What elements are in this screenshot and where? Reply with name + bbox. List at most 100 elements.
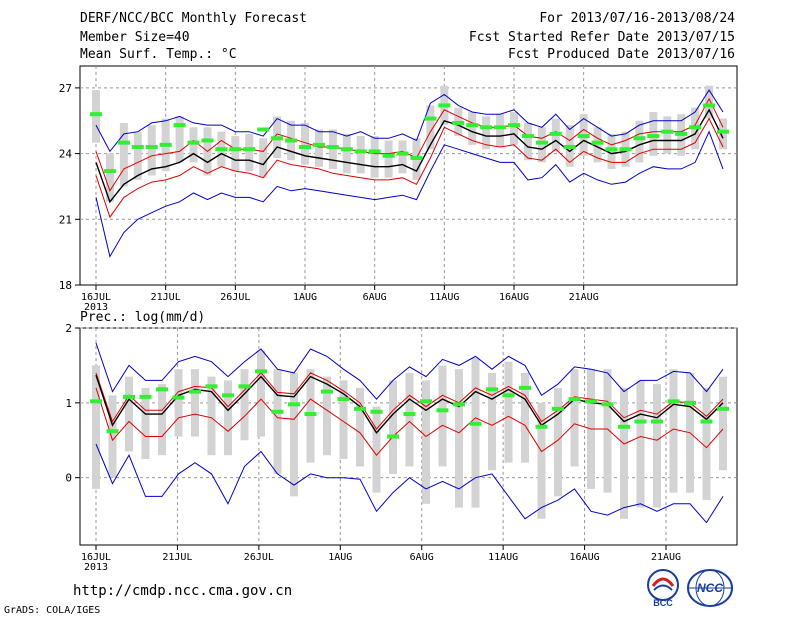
- ensemble-box: [496, 114, 505, 148]
- ensemble-box: [653, 384, 661, 508]
- obs-marker: [90, 112, 102, 117]
- ensemble-box: [438, 365, 447, 467]
- obs-marker: [117, 140, 130, 145]
- bcc-logo-text: BCC: [653, 598, 673, 608]
- plot-frame: [79, 65, 738, 286]
- ensemble-box: [356, 136, 365, 174]
- ensemble-box: [257, 350, 265, 437]
- ensemble-box: [231, 136, 240, 172]
- x-tick-label: 6AUG: [363, 292, 387, 303]
- ensemble-box: [245, 133, 254, 172]
- ensemble-box: [175, 116, 184, 163]
- obs-marker: [563, 145, 576, 150]
- obs-marker: [508, 123, 520, 128]
- x-year-label: 2013: [84, 562, 108, 573]
- ensemble-box: [398, 140, 407, 174]
- x-tick-label: 16AUG: [570, 552, 600, 563]
- x-tick-label: 6AUG: [410, 552, 434, 563]
- y-tick-label: 24: [59, 148, 73, 161]
- ensemble-box: [339, 380, 348, 459]
- x-tick-label: 16AUG: [499, 292, 529, 303]
- ensemble-box: [523, 122, 532, 161]
- ensemble-box: [537, 402, 546, 519]
- obs-marker: [453, 402, 465, 407]
- obs-marker: [215, 147, 228, 152]
- obs-marker: [469, 421, 482, 426]
- x-year-label: 2013: [84, 302, 108, 313]
- y-tick-label: 0: [65, 472, 72, 485]
- obs-marker: [667, 399, 680, 404]
- obs-marker: [156, 387, 168, 392]
- y-tick-label: 21: [59, 213, 72, 226]
- obs-marker: [103, 169, 116, 174]
- ensemble-box: [119, 122, 128, 187]
- obs-marker: [486, 387, 498, 392]
- obs-marker: [243, 147, 256, 152]
- x-tick-label: 11AUG: [429, 292, 459, 303]
- ensemble-box: [405, 372, 414, 467]
- bcc-logo: BCC: [647, 569, 679, 608]
- obs-marker: [661, 129, 674, 134]
- obs-marker: [601, 402, 614, 407]
- obs-marker: [354, 149, 367, 154]
- obs-marker: [173, 123, 186, 128]
- plot-frame: [79, 327, 738, 546]
- series-upper-spread: [95, 97, 724, 192]
- obs-marker: [717, 406, 729, 411]
- obs-marker: [424, 116, 437, 121]
- ensemble-box: [342, 133, 351, 174]
- obs-marker: [647, 134, 660, 139]
- series-ensemble-min: [95, 130, 724, 258]
- obs-marker: [568, 397, 581, 402]
- obs-marker: [420, 399, 432, 404]
- obs-marker: [205, 384, 218, 389]
- ensemble-box: [521, 372, 529, 463]
- ensemble-box: [649, 111, 658, 156]
- ensemble-box: [702, 387, 711, 501]
- ensemble-box: [482, 116, 491, 150]
- temperature-chart: 16JUL 21JUL 26JUL 1AUG 6AUG 11AUG 16AUG 21AUG 20…: [59, 65, 738, 313]
- obs-marker: [90, 399, 102, 404]
- ensemble-box: [323, 376, 331, 456]
- ensemble-box: [372, 406, 381, 493]
- obs-marker: [684, 400, 696, 405]
- x-tick-label: 21JUL: [162, 552, 192, 563]
- ensemble-box: [328, 129, 337, 169]
- ensemble-box: [504, 361, 513, 463]
- obs-marker: [535, 424, 548, 429]
- obs-marker: [159, 142, 172, 147]
- obs-marker: [321, 389, 333, 394]
- ensemble-box: [389, 380, 397, 474]
- series-ensemble-max: [95, 342, 724, 400]
- y-tick-label: 27: [59, 82, 72, 95]
- obs-marker: [494, 125, 507, 130]
- source-url[interactable]: http://cmdp.ncc.cma.gov.cn: [73, 583, 293, 599]
- obs-marker: [271, 136, 284, 141]
- ensemble-box: [147, 125, 156, 176]
- obs-marker: [502, 393, 515, 398]
- x-tick-label: 11AUG: [488, 552, 518, 563]
- obs-marker: [222, 393, 234, 398]
- y-tick-label: 1: [65, 397, 72, 410]
- ensemble-box: [620, 387, 628, 519]
- series-lower-spread: [95, 387, 724, 456]
- obs-marker: [577, 134, 590, 139]
- ensemble-box: [141, 387, 150, 459]
- ensemble-box: [635, 120, 644, 163]
- obs-marker: [285, 138, 298, 143]
- ensemble-box: [356, 387, 364, 467]
- ensemble-box: [669, 369, 678, 493]
- ncc-logo: NCC: [687, 569, 733, 607]
- ensemble-box: [133, 131, 142, 180]
- y-tick-label: 18: [59, 279, 72, 292]
- ensemble-box: [207, 376, 216, 456]
- obs-marker: [700, 419, 713, 424]
- ensemble-box: [468, 111, 477, 145]
- obs-marker: [619, 147, 632, 152]
- series-upper-spread: [95, 372, 724, 430]
- x-tick-label: 21JUL: [151, 292, 181, 303]
- obs-marker: [255, 369, 267, 374]
- obs-marker: [466, 123, 479, 128]
- ensemble-box: [603, 369, 612, 493]
- x-tick-label: 21AUG: [651, 552, 681, 563]
